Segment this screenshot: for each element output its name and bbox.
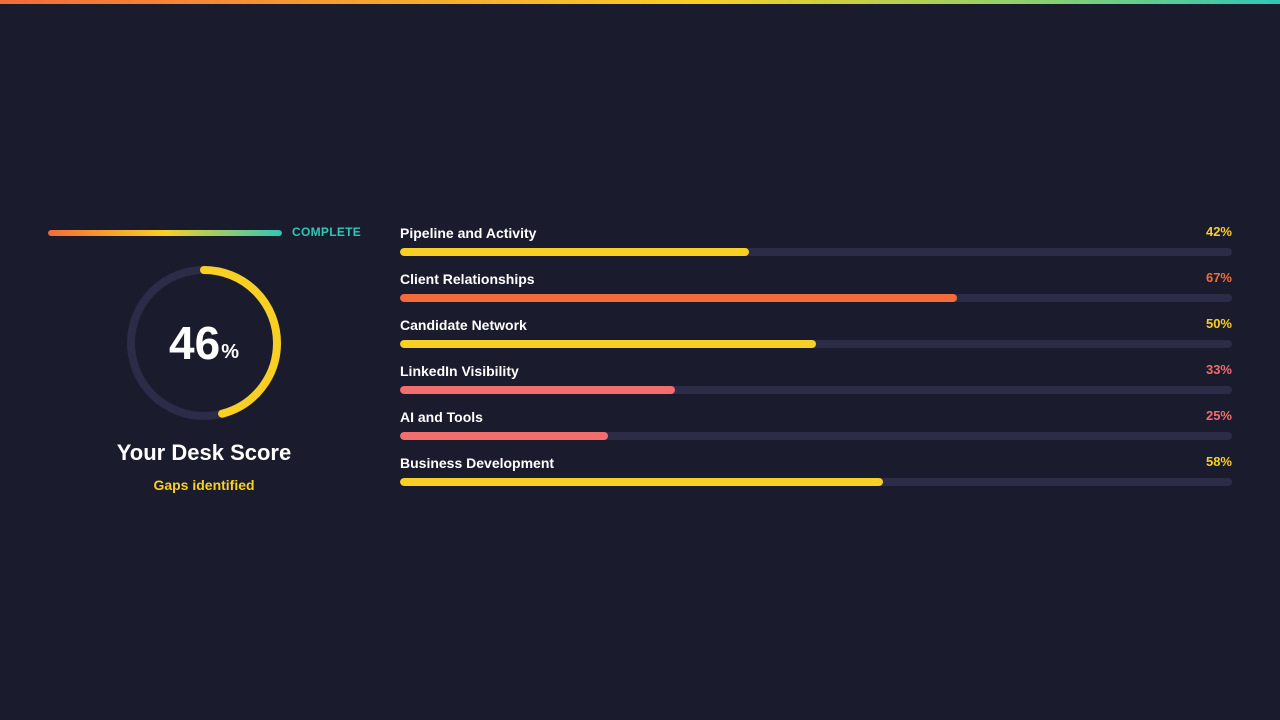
- category-bar-fill: [400, 248, 750, 256]
- score-value-display: 46 %: [124, 263, 284, 423]
- category-percent: 33%: [1205, 362, 1232, 377]
- category-label: Business Development: [400, 455, 555, 471]
- category-bar-track: [400, 248, 1232, 256]
- completion-progress-track: [48, 230, 282, 236]
- score-ring-graphic: [127, 266, 281, 420]
- score-ring-arc: [127, 266, 281, 420]
- category-label: Candidate Network: [400, 317, 527, 333]
- category-bar-track: [400, 386, 1232, 394]
- category-bar-fill: [400, 294, 958, 302]
- category-bar-fill: [400, 478, 883, 486]
- category-breakdown: Pipeline and Activity 42% Client Relatio…: [400, 224, 1232, 494]
- score-subtitle: Gaps identified: [153, 477, 255, 493]
- completion-progress-fill: [48, 230, 282, 236]
- category-percent: 67%: [1205, 270, 1232, 285]
- category-row: Candidate Network 50%: [400, 316, 1232, 356]
- category-row: Pipeline and Activity 42%: [400, 224, 1232, 264]
- category-bar-track: [400, 478, 1232, 486]
- score-value: 46: [169, 317, 221, 369]
- category-row: Client Relationships 67%: [400, 270, 1232, 310]
- category-bar-track: [400, 294, 1232, 302]
- score-unit: %: [221, 340, 239, 363]
- top-accent-strip: [0, 0, 1280, 4]
- category-row: LinkedIn Visibility 33%: [400, 362, 1232, 402]
- completion-progress: COMPLETE: [48, 220, 362, 246]
- category-label: LinkedIn Visibility: [400, 363, 519, 379]
- category-row: Business Development 58%: [400, 454, 1232, 494]
- category-bar-fill: [400, 432, 608, 440]
- category-percent: 42%: [1205, 224, 1232, 239]
- category-bar-track: [400, 432, 1232, 440]
- category-bar-track: [400, 340, 1232, 348]
- category-label: Pipeline and Activity: [400, 225, 537, 241]
- completion-status-label: COMPLETE: [292, 225, 362, 239]
- score-panel: COMPLETE 46 % Your Desk Score Gaps ident…: [48, 220, 362, 500]
- score-ring: 46 %: [124, 263, 284, 423]
- category-label: AI and Tools: [400, 409, 483, 425]
- category-row: AI and Tools 25%: [400, 408, 1232, 448]
- category-percent: 50%: [1205, 316, 1232, 331]
- score-title: Your Desk Score: [116, 440, 292, 465]
- category-bar-fill: [400, 340, 816, 348]
- category-bar-fill: [400, 386, 675, 394]
- category-percent: 25%: [1205, 408, 1232, 423]
- category-label: Client Relationships: [400, 271, 535, 287]
- category-percent: 58%: [1205, 454, 1232, 469]
